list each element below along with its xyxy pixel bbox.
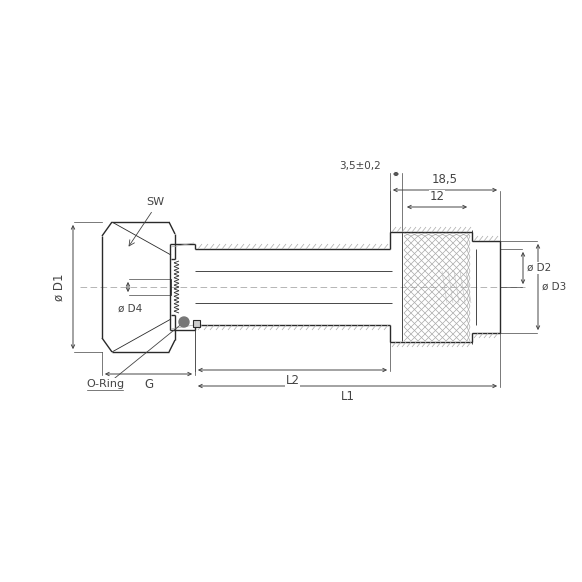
Text: G: G bbox=[144, 378, 153, 391]
Text: SW: SW bbox=[146, 197, 164, 207]
Text: 12: 12 bbox=[430, 190, 445, 204]
Text: ø D3: ø D3 bbox=[542, 282, 566, 292]
Text: O-Ring: O-Ring bbox=[86, 379, 124, 389]
Text: 3,5±0,2: 3,5±0,2 bbox=[339, 161, 381, 171]
Bar bbox=[193, 320, 200, 327]
Text: L2: L2 bbox=[286, 374, 300, 386]
Text: ø D4: ø D4 bbox=[118, 304, 142, 314]
Text: ø D1: ø D1 bbox=[52, 274, 66, 301]
Text: L1: L1 bbox=[340, 389, 354, 403]
Text: 18,5: 18,5 bbox=[432, 173, 458, 186]
Circle shape bbox=[179, 317, 189, 327]
Text: ø D2: ø D2 bbox=[527, 263, 551, 273]
